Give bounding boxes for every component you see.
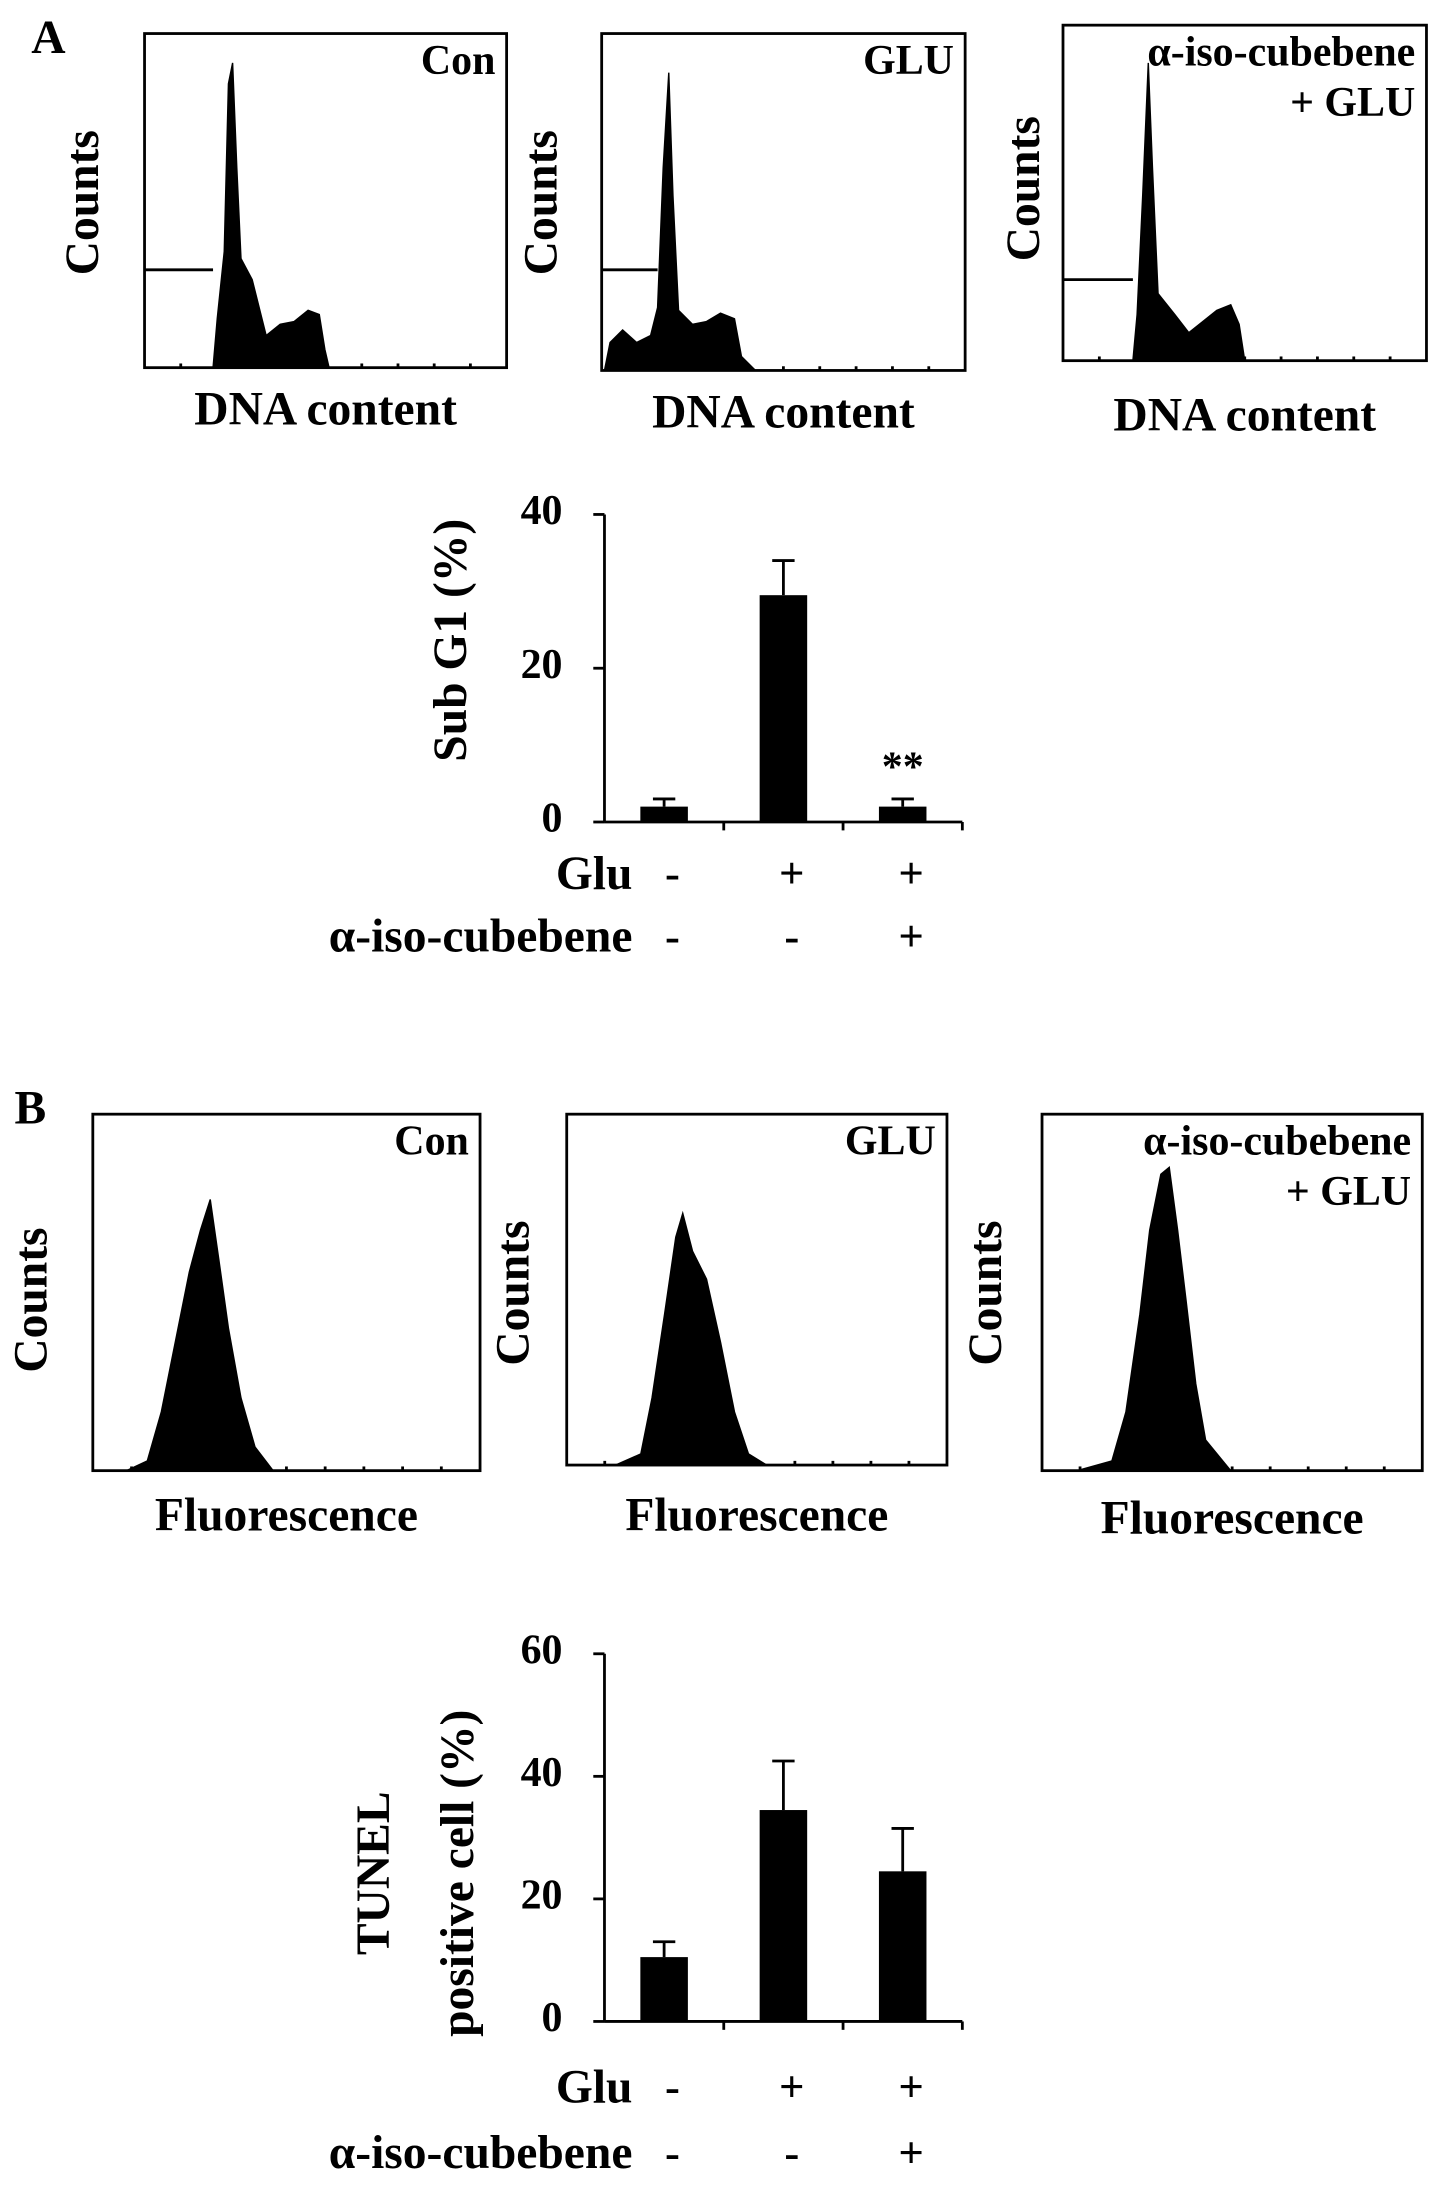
x-axis-label: DNA content (652, 386, 915, 438)
error-bar (891, 1827, 914, 1872)
error-bar (772, 1759, 795, 1811)
row-sign: - (665, 2127, 680, 2177)
histogram-trace (603, 72, 758, 372)
row-label: α-iso-cubebene (329, 911, 633, 963)
y-axis-label: Counts (57, 130, 109, 275)
bar (759, 1810, 808, 2022)
row-sign: + (898, 911, 923, 961)
bar (640, 806, 688, 822)
histogram-traces (126, 62, 1246, 1472)
histogram-title: α-iso-cubebene (1143, 1119, 1411, 1165)
y-axis-label: Counts (960, 1220, 1012, 1365)
y-tick-label: 0 (542, 796, 563, 842)
histogram-title: GLU (863, 38, 954, 84)
annotation: ** (882, 745, 924, 791)
y-tick-label: 40 (521, 488, 563, 534)
y-tick-label: 20 (521, 1873, 563, 1919)
row-sign: + (898, 2062, 923, 2112)
histogram-trace (1076, 1165, 1233, 1472)
x-axis-label: Fluorescence (625, 1489, 888, 1541)
y-axis-label: Sub G1 (%) (425, 519, 477, 762)
histogram-title: Con (421, 38, 496, 84)
bar (878, 1871, 927, 2022)
bar (759, 595, 808, 822)
x-axis-label: DNA content (194, 384, 457, 436)
x-axis-label: DNA content (1113, 389, 1376, 441)
histogram-title: Con (394, 1119, 469, 1165)
row-sign: - (784, 911, 799, 961)
histogram-trace (212, 62, 330, 369)
histogram-title: + GLU (1290, 80, 1415, 126)
bar (878, 806, 927, 822)
panel-label: A (31, 12, 65, 64)
y-axis-label: Counts (5, 1227, 57, 1372)
error-bar (891, 797, 914, 807)
histogram-trace (1132, 62, 1246, 362)
error-bar (772, 559, 795, 596)
y-axis-label: positive cell (%) (432, 1710, 484, 2037)
panel-label: B (15, 1083, 47, 1135)
row-label: Glu (556, 848, 633, 900)
row-sign: + (898, 848, 923, 898)
row-sign: + (779, 848, 804, 898)
row-sign: - (665, 911, 680, 961)
row-sign: + (779, 2062, 804, 2112)
histogram-frame (565, 1112, 949, 1467)
row-sign: - (665, 848, 680, 898)
row-label: Glu (556, 2061, 633, 2113)
histogram-title: α-iso-cubebene (1147, 30, 1415, 76)
y-tick-label: 0 (542, 1995, 563, 2041)
row-label: α-iso-cubebene (329, 2127, 633, 2179)
histogram-title: GLU (845, 1119, 936, 1165)
histogram-frame (91, 1112, 482, 1473)
row-sign: - (665, 2062, 680, 2112)
bar (640, 1957, 688, 2022)
y-axis-label: TUNEL (348, 1791, 400, 1955)
y-axis-label: Counts (488, 1220, 540, 1365)
y-tick-label: 40 (521, 1750, 563, 1796)
histogram-frame (1040, 1112, 1424, 1473)
error-bar (652, 797, 676, 807)
error-bar (652, 1940, 676, 1958)
row-sign: - (784, 2127, 799, 2177)
row-sign: + (898, 2127, 923, 2177)
y-axis-label: Counts (516, 130, 568, 275)
y-tick-label: 20 (521, 642, 563, 688)
y-axis-label: Counts (998, 116, 1050, 261)
y-tick-label: 60 (521, 1627, 563, 1673)
x-axis-label: Fluorescence (1101, 1492, 1364, 1544)
x-axis-label: Fluorescence (155, 1489, 418, 1541)
histogram-title: + GLU (1286, 1169, 1411, 1215)
histogram-trace (126, 1199, 275, 1472)
histogram-trace (615, 1210, 770, 1466)
